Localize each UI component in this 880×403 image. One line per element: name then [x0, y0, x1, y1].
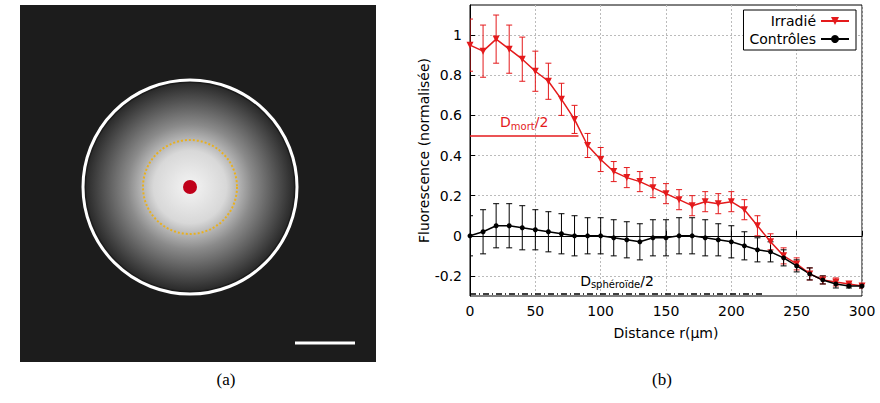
- svg-text:200: 200: [718, 303, 745, 319]
- svg-text:D: D: [500, 114, 511, 130]
- html-text:(a): (a): [216, 370, 236, 389]
- svg-text:0.8: 0.8: [440, 67, 462, 83]
- svg-text:1: 1: [453, 27, 462, 43]
- svg-text:/2: /2: [640, 273, 654, 289]
- svg-text:300: 300: [849, 303, 876, 319]
- svg-text:sphéroïde: sphéroïde: [591, 279, 640, 290]
- svg-text:0.4: 0.4: [440, 148, 462, 164]
- svg-text:Distance r(µm): Distance r(µm): [614, 325, 719, 341]
- html-text:(b): (b): [652, 370, 672, 389]
- svg-text:/2: /2: [535, 114, 549, 130]
- svg-text:-0.2: -0.2: [435, 268, 462, 284]
- svg-text:Contrôles: Contrôles: [749, 31, 816, 47]
- svg-text:150: 150: [653, 303, 680, 319]
- svg-text:50: 50: [526, 303, 544, 319]
- svg-text:Fluorescence (normalisée): Fluorescence (normalisée): [416, 58, 432, 243]
- svg-text:Irradié: Irradié: [771, 13, 816, 29]
- svg-text:0.6: 0.6: [440, 107, 462, 123]
- svg-text:0: 0: [466, 303, 475, 319]
- svg-text:0: 0: [453, 228, 462, 244]
- svg-text:250: 250: [783, 303, 810, 319]
- svg-text:D: D: [580, 273, 591, 289]
- svg-text:mort: mort: [511, 121, 535, 132]
- svg-text:0.2: 0.2: [440, 188, 462, 204]
- svg-text:100: 100: [587, 303, 614, 319]
